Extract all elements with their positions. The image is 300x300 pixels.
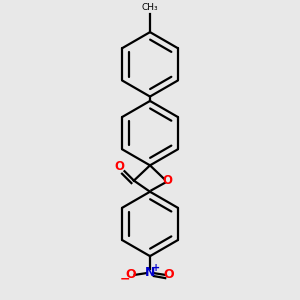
Text: −: − — [120, 273, 130, 286]
Text: +: + — [152, 262, 160, 273]
Text: O: O — [162, 174, 172, 187]
Text: CH₃: CH₃ — [142, 3, 158, 12]
Text: O: O — [126, 268, 136, 281]
Text: O: O — [164, 268, 174, 281]
Text: N: N — [145, 266, 155, 279]
Text: O: O — [114, 160, 124, 173]
